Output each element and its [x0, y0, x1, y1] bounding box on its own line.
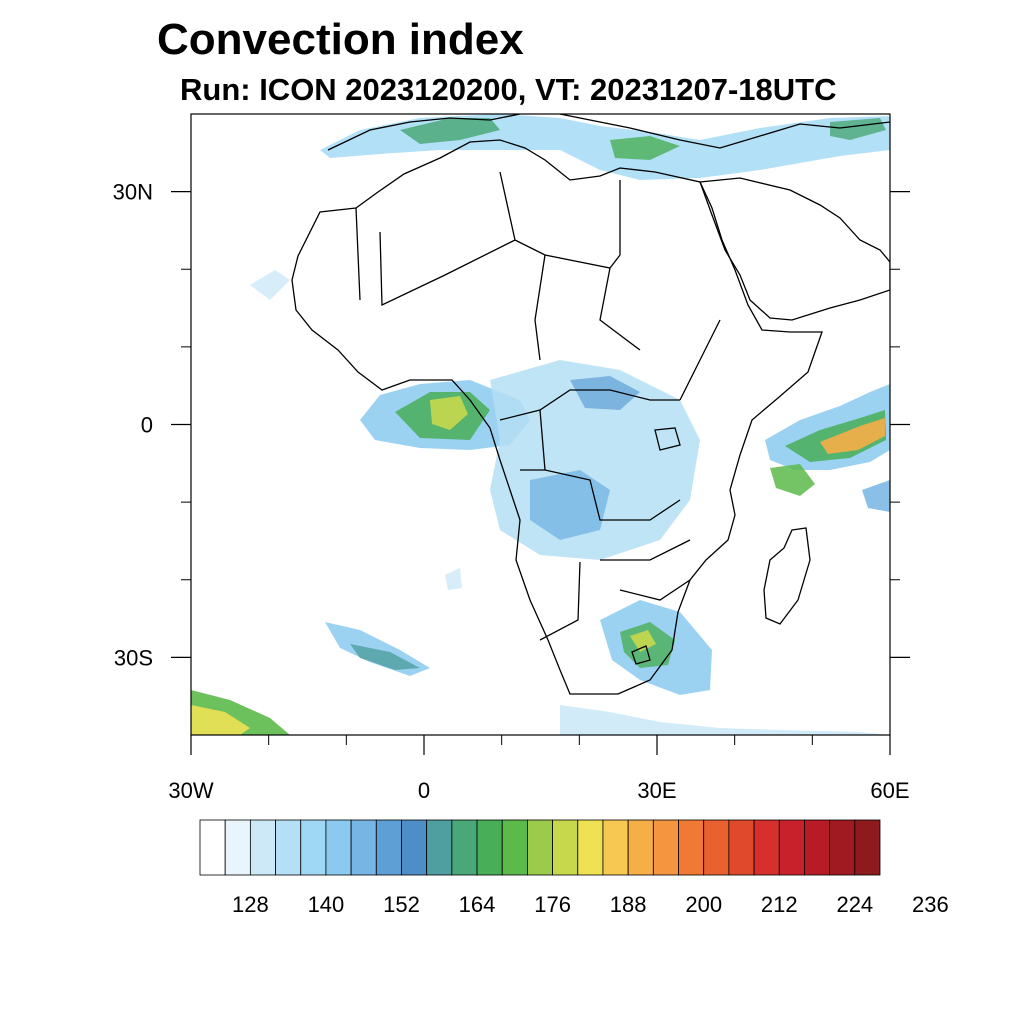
colorbar-swatch [527, 819, 553, 876]
colorbar-swatch [652, 819, 679, 876]
map-axes: 30W 0 30E 60E 30N 0 30S [113, 180, 910, 803]
colorbar-swatch [829, 819, 856, 876]
mid-atlantic-faint [445, 568, 462, 590]
colorbar-swatch [426, 819, 453, 876]
colorbar-swatch [375, 819, 402, 876]
colorbar-label: 128 [232, 892, 269, 917]
colorbar-swatch [224, 819, 251, 876]
colorbar-swatch [728, 819, 755, 876]
mediterranean-core-2 [610, 136, 680, 160]
colorbar-swatch [451, 819, 478, 876]
colorbar-label: 224 [836, 892, 873, 917]
lon-tick-label: 0 [418, 778, 430, 803]
colorbar-label: 188 [610, 892, 647, 917]
colorbar-label: 200 [685, 892, 722, 917]
colorbar-label: 212 [761, 892, 798, 917]
colorbar-swatch [501, 819, 528, 876]
colorbar-swatch [552, 819, 579, 876]
colorbar-swatch [350, 819, 377, 876]
colorbar-swatch [275, 819, 302, 876]
southwest-corner-peak [191, 705, 250, 735]
colorbar-label: 236 [912, 892, 949, 917]
southeast-africa-peak [630, 630, 656, 652]
borders-central [499, 389, 691, 641]
colorbar-swatch [703, 819, 730, 876]
colorbar-swatch [678, 819, 705, 876]
lat-tick-label: 0 [141, 413, 153, 438]
indian-ocean-secondary [770, 464, 815, 496]
europe-coastline [327, 114, 890, 151]
colorbar-swatch [627, 819, 654, 876]
arabia-coastline [699, 177, 890, 321]
mediterranean-core [400, 118, 500, 144]
chart-subtitle: Run: ICON 2023120200, VT: 20231207-18UTC [180, 72, 837, 107]
lat-tick-label: 30N [113, 180, 153, 205]
indian-ocean-east [862, 480, 890, 512]
southern-ocean-shading [560, 705, 890, 735]
colorbar-label: 176 [534, 892, 571, 917]
lat-tick-label: 30S [114, 645, 153, 670]
mediterranean-core-3 [830, 118, 886, 140]
south-atlantic-core [350, 644, 420, 670]
colorbar-swatch [199, 819, 226, 876]
colorbar-swatch [401, 819, 428, 876]
chart-title: Convection index [157, 15, 524, 64]
map-plot-area [191, 114, 890, 735]
lake-victoria [654, 427, 681, 451]
colorbar: 128 140 152 164 176 188 200 212 224 236 [199, 819, 949, 917]
central-africa-core [530, 470, 610, 540]
colorbar-swatch [778, 819, 805, 876]
colorbar-label: 164 [459, 892, 496, 917]
colorbar-swatch [854, 819, 881, 876]
colorbar-swatch [577, 819, 604, 876]
colorbar-label: 152 [383, 892, 420, 917]
madagascar-coastline [763, 527, 811, 625]
lon-tick-label: 30E [637, 778, 676, 803]
lon-tick-label: 60E [870, 778, 909, 803]
lesotho-border [631, 645, 651, 665]
colorbar-swatch [804, 819, 831, 876]
west-africa-faint [250, 270, 290, 300]
central-africa-core-2 [570, 376, 640, 410]
colorbar-swatch [325, 819, 352, 876]
convection-shading [191, 114, 890, 735]
colorbar-swatch [753, 819, 780, 876]
gulf-guinea-peak [430, 396, 468, 430]
coastlines-borders [291, 114, 890, 695]
borders-north [355, 171, 721, 401]
colorbar-label: 140 [308, 892, 345, 917]
colorbar-swatch [476, 819, 503, 876]
colorbar-swatch [300, 819, 327, 876]
africa-coastline [291, 139, 823, 695]
lon-tick-label: 30W [168, 778, 213, 803]
colorbar-swatch [249, 819, 276, 876]
colorbar-swatch [602, 819, 629, 876]
indian-ocean-peak [820, 418, 885, 454]
